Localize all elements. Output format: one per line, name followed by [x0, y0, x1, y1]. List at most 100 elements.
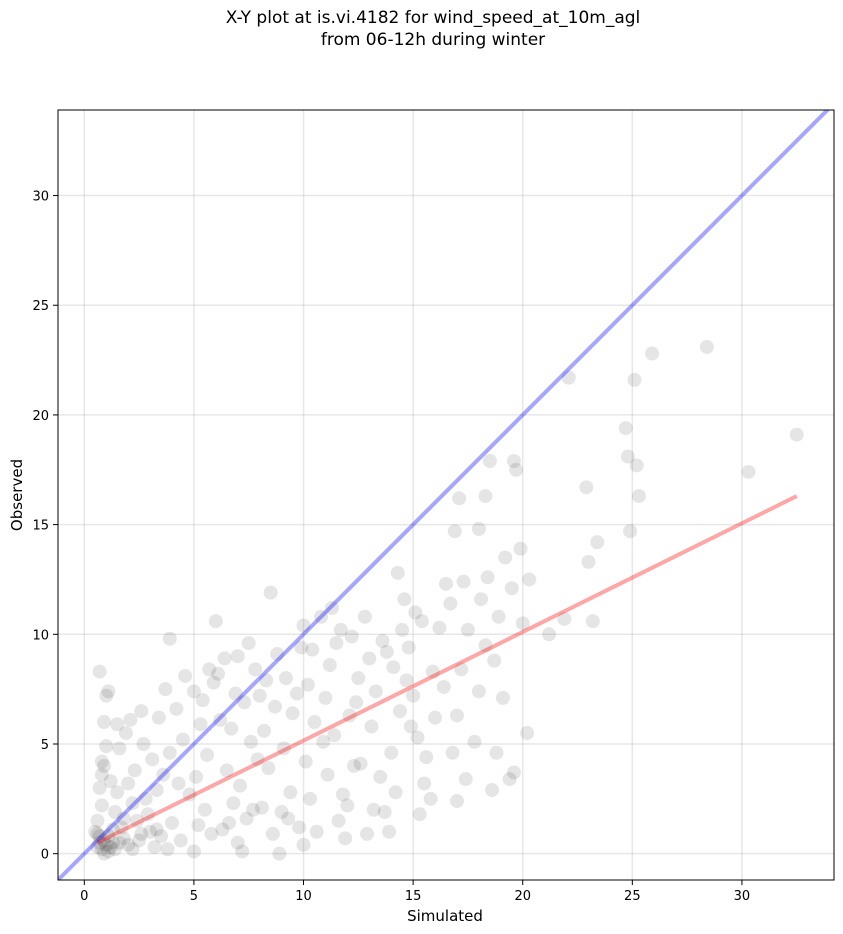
- scatter-point: [250, 752, 265, 767]
- scatter-point: [522, 572, 537, 587]
- scatter-point: [335, 787, 350, 802]
- scatter-point: [303, 791, 318, 806]
- scatter-point: [94, 754, 109, 769]
- scatter-point: [362, 651, 377, 666]
- scatter-point: [164, 815, 179, 830]
- scatter-point: [502, 772, 517, 787]
- scatter-point: [90, 813, 105, 828]
- scatter-point: [316, 734, 331, 749]
- scatter-point: [294, 640, 309, 655]
- scatter-point: [252, 688, 267, 703]
- scatter-point: [92, 835, 107, 850]
- scatter-point: [741, 464, 756, 479]
- scatter-point: [257, 723, 272, 738]
- scatter-point: [169, 701, 184, 716]
- scatter-point: [101, 684, 116, 699]
- y-tick-label: 20: [32, 409, 49, 424]
- scatter-point: [112, 835, 127, 850]
- scatter-point: [162, 745, 177, 760]
- scatter-point: [228, 686, 243, 701]
- scatter-point: [366, 802, 381, 817]
- scatter-point: [127, 763, 142, 778]
- scatter-point: [515, 616, 530, 631]
- scatter-point: [623, 524, 638, 539]
- scatter-point: [322, 658, 337, 673]
- scatter-point: [178, 668, 193, 683]
- scatter-point: [241, 636, 256, 651]
- scatter-point: [129, 813, 144, 828]
- scatter-point: [160, 842, 175, 857]
- scatter-point: [305, 642, 320, 657]
- scatter-point: [542, 627, 557, 642]
- scatter-point: [105, 822, 120, 837]
- scatter-point: [399, 673, 414, 688]
- data-points: [88, 339, 804, 861]
- x-axis-ticks: 0 5 10 15 20 25 30: [80, 880, 750, 904]
- scatter-point: [382, 824, 397, 839]
- scatter-point: [103, 774, 118, 789]
- x-tick-label: 20: [514, 889, 531, 904]
- scatter-point: [118, 726, 133, 741]
- scatter-point: [485, 783, 500, 798]
- scatter-point: [125, 796, 140, 811]
- scatter-point: [107, 804, 122, 819]
- scatter-point: [193, 717, 208, 732]
- scatter-point: [94, 798, 109, 813]
- scatter-point: [272, 846, 287, 861]
- scatter-point: [235, 844, 250, 859]
- scatter-point: [412, 807, 427, 822]
- scatter-point: [186, 844, 201, 859]
- scatter-point: [296, 837, 311, 852]
- scatter-point: [92, 664, 107, 679]
- y-tick-label: 5: [41, 738, 49, 753]
- scatter-point: [197, 802, 212, 817]
- scatter-point: [471, 522, 486, 537]
- scatter-point: [208, 614, 223, 629]
- scatter-point: [309, 824, 324, 839]
- scatter-point: [259, 673, 274, 688]
- scatter-point: [506, 765, 521, 780]
- y-axis-ticks: 0 5 10 15 20 25 30: [32, 190, 58, 863]
- scatter-point: [292, 820, 307, 835]
- scatter-point: [307, 715, 322, 730]
- scatter-point: [94, 767, 109, 782]
- scatter-point: [432, 620, 447, 635]
- scatter-point: [132, 833, 147, 848]
- scatter-point: [186, 684, 201, 699]
- scatter-point: [318, 690, 333, 705]
- scatter-point: [103, 840, 118, 855]
- scatter-point: [99, 688, 114, 703]
- scatter-point: [456, 574, 471, 589]
- scatter-point: [248, 662, 263, 677]
- scatter-point: [285, 706, 300, 721]
- y-axis-label: Observed: [8, 459, 26, 531]
- scatter-point: [471, 684, 486, 699]
- scatter-point: [452, 491, 467, 506]
- scatter-point: [414, 614, 429, 629]
- scatter-point: [97, 715, 112, 730]
- scatter-point: [278, 671, 293, 686]
- scatter-point: [349, 695, 364, 710]
- scatter-point: [395, 622, 410, 637]
- scatter-point: [296, 618, 311, 633]
- scatter-point: [368, 684, 383, 699]
- scatter-point: [143, 824, 158, 839]
- scatter-point: [151, 710, 166, 725]
- scatter-point: [145, 752, 160, 767]
- scatter-point: [403, 719, 418, 734]
- regression-line: [96, 494, 798, 845]
- scatter-point: [557, 611, 572, 626]
- scatter-point: [226, 796, 241, 811]
- scatter-point: [101, 844, 116, 859]
- scatter-point: [97, 758, 112, 773]
- scatter-point: [449, 708, 464, 723]
- scatter-point: [447, 524, 462, 539]
- chart-title: X-Y plot at is.vi.4182 for wind_speed_at…: [225, 8, 641, 50]
- scatter-point: [274, 804, 289, 819]
- scatter-point: [110, 785, 125, 800]
- scatter-point: [436, 679, 451, 694]
- y-tick-label: 30: [32, 190, 49, 205]
- scatter-point: [346, 758, 361, 773]
- scatter-point: [474, 592, 489, 607]
